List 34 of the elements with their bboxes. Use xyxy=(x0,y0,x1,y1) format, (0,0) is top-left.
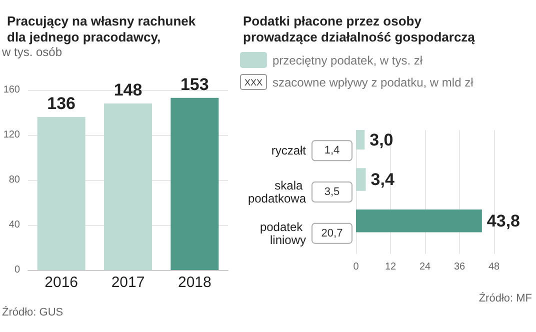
y-tick-label: 80 xyxy=(8,174,20,186)
text: Źródło: MF xyxy=(478,292,532,304)
x-tick-label: 12 xyxy=(384,262,396,272)
x-tick-label: 36 xyxy=(454,262,466,272)
chart-title: Podatki płacone przez osoby prowadzące działalność gospodarczą xyxy=(243,14,476,44)
y-tick-label: ryczałt xyxy=(271,144,307,158)
bar xyxy=(356,209,482,232)
x-tick-label: 24 xyxy=(419,262,431,272)
y-tick-label: 120 xyxy=(3,130,20,140)
data-label: 136 xyxy=(47,94,76,113)
text: 1,4 xyxy=(324,144,340,157)
text: XXX xyxy=(244,78,263,88)
data-label: 3,4 xyxy=(370,170,395,189)
data-label: 3,0 xyxy=(370,130,394,150)
x-tick-label: 0 xyxy=(353,262,360,272)
data-label: 43,8 xyxy=(486,211,520,230)
legend-label: przeciętny podatek, w tys. zł xyxy=(272,54,423,68)
x-tick-label: 2018 xyxy=(178,274,212,291)
y-axis-title: w tys. osób xyxy=(1,45,62,59)
y-tick-label: skala podatkowa xyxy=(248,178,306,206)
text: Źródło: GUS xyxy=(2,306,64,318)
y-tick-label: 160 xyxy=(3,84,20,96)
x-tick-label: 48 xyxy=(488,262,500,272)
data-label: 153 xyxy=(180,74,209,94)
bar xyxy=(356,168,366,191)
chart-title: Pracujący na własny rachunek dla jednego pracodawcy, xyxy=(7,14,196,44)
legend-label: szacowne wpływy z podatku, w mld zł xyxy=(272,76,474,90)
y-tick-label: podatek liniowy xyxy=(260,220,306,247)
x-tick-label: 2016 xyxy=(44,274,78,291)
y-tick-label: 40 xyxy=(8,220,20,230)
text: 3,5 xyxy=(324,186,340,198)
x-tick-label: 2017 xyxy=(111,274,145,291)
text: 20,7 xyxy=(321,227,343,240)
data-label: 148 xyxy=(114,80,142,100)
